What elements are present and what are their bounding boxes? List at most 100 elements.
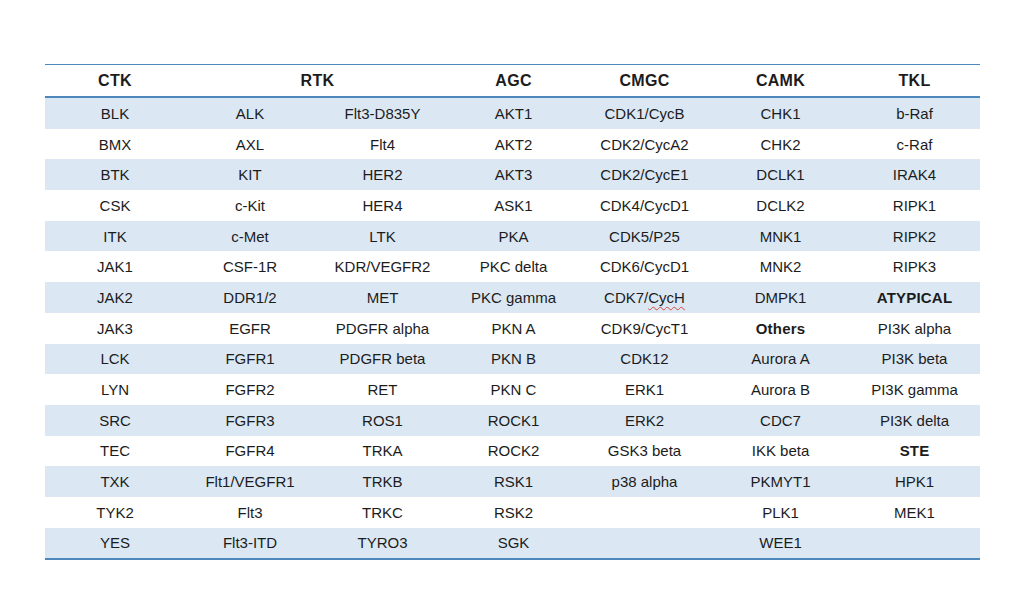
- cell-text: CDK7/: [604, 289, 648, 306]
- table-cell: FGFR4: [185, 436, 315, 467]
- table-cell: CDK2/CycA2: [577, 129, 712, 160]
- table-row: TXKFlt1/VEGFR1TRKBRSK1p38 alphaPKMYT1HPK…: [45, 466, 980, 497]
- table-cell: PKN C: [450, 374, 577, 405]
- table-cell: PKN A: [450, 313, 577, 344]
- table-cell: KDR/VEGFR2: [315, 251, 450, 282]
- table-cell: CSF-1R: [185, 251, 315, 282]
- table-cell: IRAK4: [849, 159, 980, 190]
- table-cell: JAK1: [45, 251, 185, 282]
- table-cell: JAK2: [45, 282, 185, 313]
- document-page: CTKRTKAGCCMGCCAMKTKL BLKALKFlt3-D835YAKT…: [0, 0, 1024, 601]
- table-cell: MEK1: [849, 497, 980, 528]
- table-cell: CDC7: [712, 405, 849, 436]
- table-cell: ALK: [185, 97, 315, 129]
- table-cell: PKC delta: [450, 251, 577, 282]
- table-cell: BMX: [45, 129, 185, 160]
- table-cell: ERK2: [577, 405, 712, 436]
- table-cell: TRKC: [315, 497, 450, 528]
- table-cell: AKT2: [450, 129, 577, 160]
- table-cell: JAK3: [45, 313, 185, 344]
- table-cell: HER4: [315, 190, 450, 221]
- table-cell: PKMYT1: [712, 466, 849, 497]
- table-row: BTKKITHER2AKT3CDK2/CycE1DCLK1IRAK4: [45, 159, 980, 190]
- table-cell: Flt3-ITD: [185, 528, 315, 560]
- table-cell: [849, 528, 980, 560]
- table-cell: RIPK3: [849, 251, 980, 282]
- cell-text: ATYPICAL: [877, 289, 953, 306]
- table-cell: ROCK1: [450, 405, 577, 436]
- column-header-cmgc: CMGC: [577, 65, 712, 98]
- table-cell: DMPK1: [712, 282, 849, 313]
- table-cell: CDK7/CycH: [577, 282, 712, 313]
- column-header-ctk: CTK: [45, 65, 185, 98]
- table-cell: PI3K gamma: [849, 374, 980, 405]
- table-cell: PI3K beta: [849, 344, 980, 375]
- table-cell: DCLK1: [712, 159, 849, 190]
- table-cell: ROCK2: [450, 436, 577, 467]
- table-row: LCKFGFR1PDGFR betaPKN BCDK12Aurora API3K…: [45, 344, 980, 375]
- table-row: JAK1CSF-1RKDR/VEGFR2PKC deltaCDK6/CycD1M…: [45, 251, 980, 282]
- table-cell: LCK: [45, 344, 185, 375]
- table-cell: ASK1: [450, 190, 577, 221]
- table-cell: GSK3 beta: [577, 436, 712, 467]
- table-cell: LTK: [315, 221, 450, 252]
- table-header-row: CTKRTKAGCCMGCCAMKTKL: [45, 65, 980, 98]
- table-cell: Flt3-D835Y: [315, 97, 450, 129]
- table-cell: CDK12: [577, 344, 712, 375]
- table-cell: PKN B: [450, 344, 577, 375]
- table-cell: c-Raf: [849, 129, 980, 160]
- table-cell: PI3K alpha: [849, 313, 980, 344]
- table-row: JAK2DDR1/2METPKC gammaCDK7/CycHDMPK1ATYP…: [45, 282, 980, 313]
- table-cell: HPK1: [849, 466, 980, 497]
- table-cell: PDGFR alpha: [315, 313, 450, 344]
- table-cell: SGK: [450, 528, 577, 560]
- table-cell: PLK1: [712, 497, 849, 528]
- table-cell: MNK1: [712, 221, 849, 252]
- table-cell: AKT3: [450, 159, 577, 190]
- cell-text: PLK1: [762, 504, 799, 521]
- table-cell: SRC: [45, 405, 185, 436]
- table-cell: EGFR: [185, 313, 315, 344]
- table-cell: Flt1/VEGFR1: [185, 466, 315, 497]
- table-cell: ITK: [45, 221, 185, 252]
- table-cell: STE: [849, 436, 980, 467]
- kinase-family-table: CTKRTKAGCCMGCCAMKTKL BLKALKFlt3-D835YAKT…: [45, 64, 980, 560]
- table-cell: Others: [712, 313, 849, 344]
- table-cell: BTK: [45, 159, 185, 190]
- table-cell: FGFR1: [185, 344, 315, 375]
- table-cell: LYN: [45, 374, 185, 405]
- column-header-rtk: RTK: [185, 65, 450, 98]
- table-cell: RIPK1: [849, 190, 980, 221]
- spellcheck-underlined-text: CycH: [648, 289, 685, 306]
- table-cell: Flt4: [315, 129, 450, 160]
- table-cell: TYK2: [45, 497, 185, 528]
- column-header-tkl: TKL: [849, 65, 980, 98]
- table-cell: PKA: [450, 221, 577, 252]
- table-cell: MNK2: [712, 251, 849, 282]
- table-cell: RSK2: [450, 497, 577, 528]
- table-cell: Flt3: [185, 497, 315, 528]
- table-row: SRCFGFR3ROS1ROCK1ERK2CDC7PI3K delta: [45, 405, 980, 436]
- table-cell: c-Kit: [185, 190, 315, 221]
- table-cell: ERK1: [577, 374, 712, 405]
- column-header-camk: CAMK: [712, 65, 849, 98]
- table-cell: ROS1: [315, 405, 450, 436]
- table-cell: TEC: [45, 436, 185, 467]
- table-cell: FGFR3: [185, 405, 315, 436]
- table-cell: RIPK2: [849, 221, 980, 252]
- cell-text: Others: [756, 320, 806, 337]
- table-cell: CSK: [45, 190, 185, 221]
- table-cell: CDK2/CycE1: [577, 159, 712, 190]
- table-row: BLKALKFlt3-D835YAKT1CDK1/CycBCHK1b-Raf: [45, 97, 980, 129]
- table-header-row: CTKRTKAGCCMGCCAMKTKL: [45, 65, 980, 98]
- table-cell: MET: [315, 282, 450, 313]
- table-cell: BLK: [45, 97, 185, 129]
- table-cell: HER2: [315, 159, 450, 190]
- table-row: JAK3EGFRPDGFR alphaPKN ACDK9/CycT1Others…: [45, 313, 980, 344]
- table-cell: [577, 528, 712, 560]
- table-cell: CHK1: [712, 97, 849, 129]
- table-cell: c-Met: [185, 221, 315, 252]
- table-row: YESFlt3-ITDTYRO3SGKWEE1: [45, 528, 980, 560]
- table-cell: DDR1/2: [185, 282, 315, 313]
- table-cell: RET: [315, 374, 450, 405]
